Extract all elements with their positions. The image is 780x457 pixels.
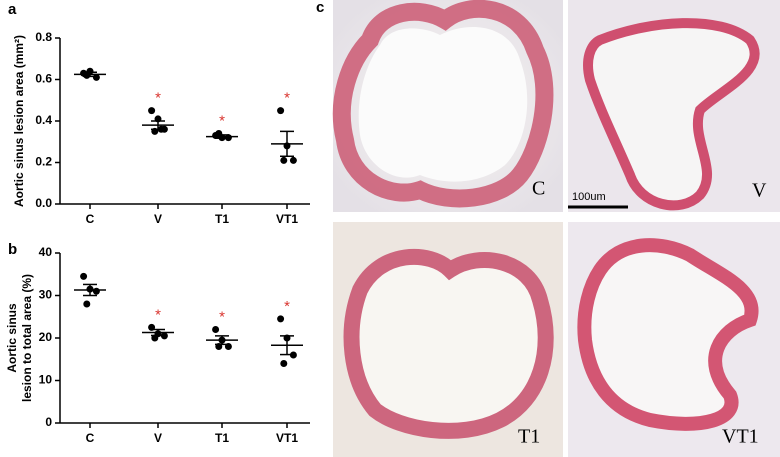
y-tick-label: 10 — [39, 373, 53, 387]
y-tick-label: 0.2 — [35, 155, 52, 169]
significance-star: * — [155, 306, 161, 323]
data-point — [280, 360, 288, 367]
y-axis-label: lesion to total area (%) — [20, 274, 34, 402]
x-tick-label: VT1 — [276, 212, 298, 226]
y-tick-label: 0.8 — [35, 30, 52, 44]
image-label: C — [532, 178, 545, 200]
panel-label: c — [316, 0, 324, 16]
x-tick-label: C — [86, 212, 95, 226]
significance-star: * — [284, 298, 290, 315]
x-tick-label: C — [86, 431, 95, 445]
data-point — [148, 107, 156, 115]
data-point — [80, 272, 88, 280]
image-label: VT1 — [722, 426, 759, 448]
y-axis-label: Aortic sinus lesion area (mm²) — [12, 35, 26, 207]
x-tick-label: VT1 — [276, 431, 298, 445]
significance-star: * — [219, 308, 225, 325]
image-label: V — [752, 180, 767, 202]
histology-image — [333, 222, 563, 457]
significance-star: * — [284, 90, 290, 107]
y-tick-label: 0.0 — [35, 196, 52, 210]
y-tick-label: 30 — [39, 288, 53, 302]
data-point — [277, 107, 285, 115]
x-tick-label: T1 — [215, 431, 229, 445]
panel-label: a — [8, 1, 17, 18]
data-point — [151, 334, 159, 342]
data-point — [277, 315, 285, 323]
significance-star: * — [219, 112, 225, 129]
y-tick-label: 20 — [39, 330, 53, 344]
x-tick-label: V — [154, 431, 162, 445]
histology-image — [568, 222, 780, 457]
significance-star: * — [155, 90, 161, 107]
x-tick-label: V — [154, 212, 162, 226]
x-tick-label: T1 — [215, 212, 229, 226]
y-tick-label: 0.4 — [35, 113, 52, 127]
y-tick-label: 0 — [45, 415, 52, 429]
data-point — [83, 300, 91, 308]
scale-bar-label: 100um — [572, 191, 606, 203]
histology-image — [332, 0, 563, 212]
y-tick-label: 0.6 — [35, 72, 52, 86]
data-point — [289, 156, 297, 164]
data-point — [92, 287, 100, 295]
image-label: T1 — [518, 426, 540, 448]
y-tick-label: 40 — [39, 245, 53, 259]
data-point — [212, 326, 220, 333]
data-point — [280, 156, 288, 164]
panel-label: b — [8, 241, 17, 258]
histology-image — [568, 0, 780, 212]
y-axis-label: Aortic sinus — [5, 303, 19, 373]
